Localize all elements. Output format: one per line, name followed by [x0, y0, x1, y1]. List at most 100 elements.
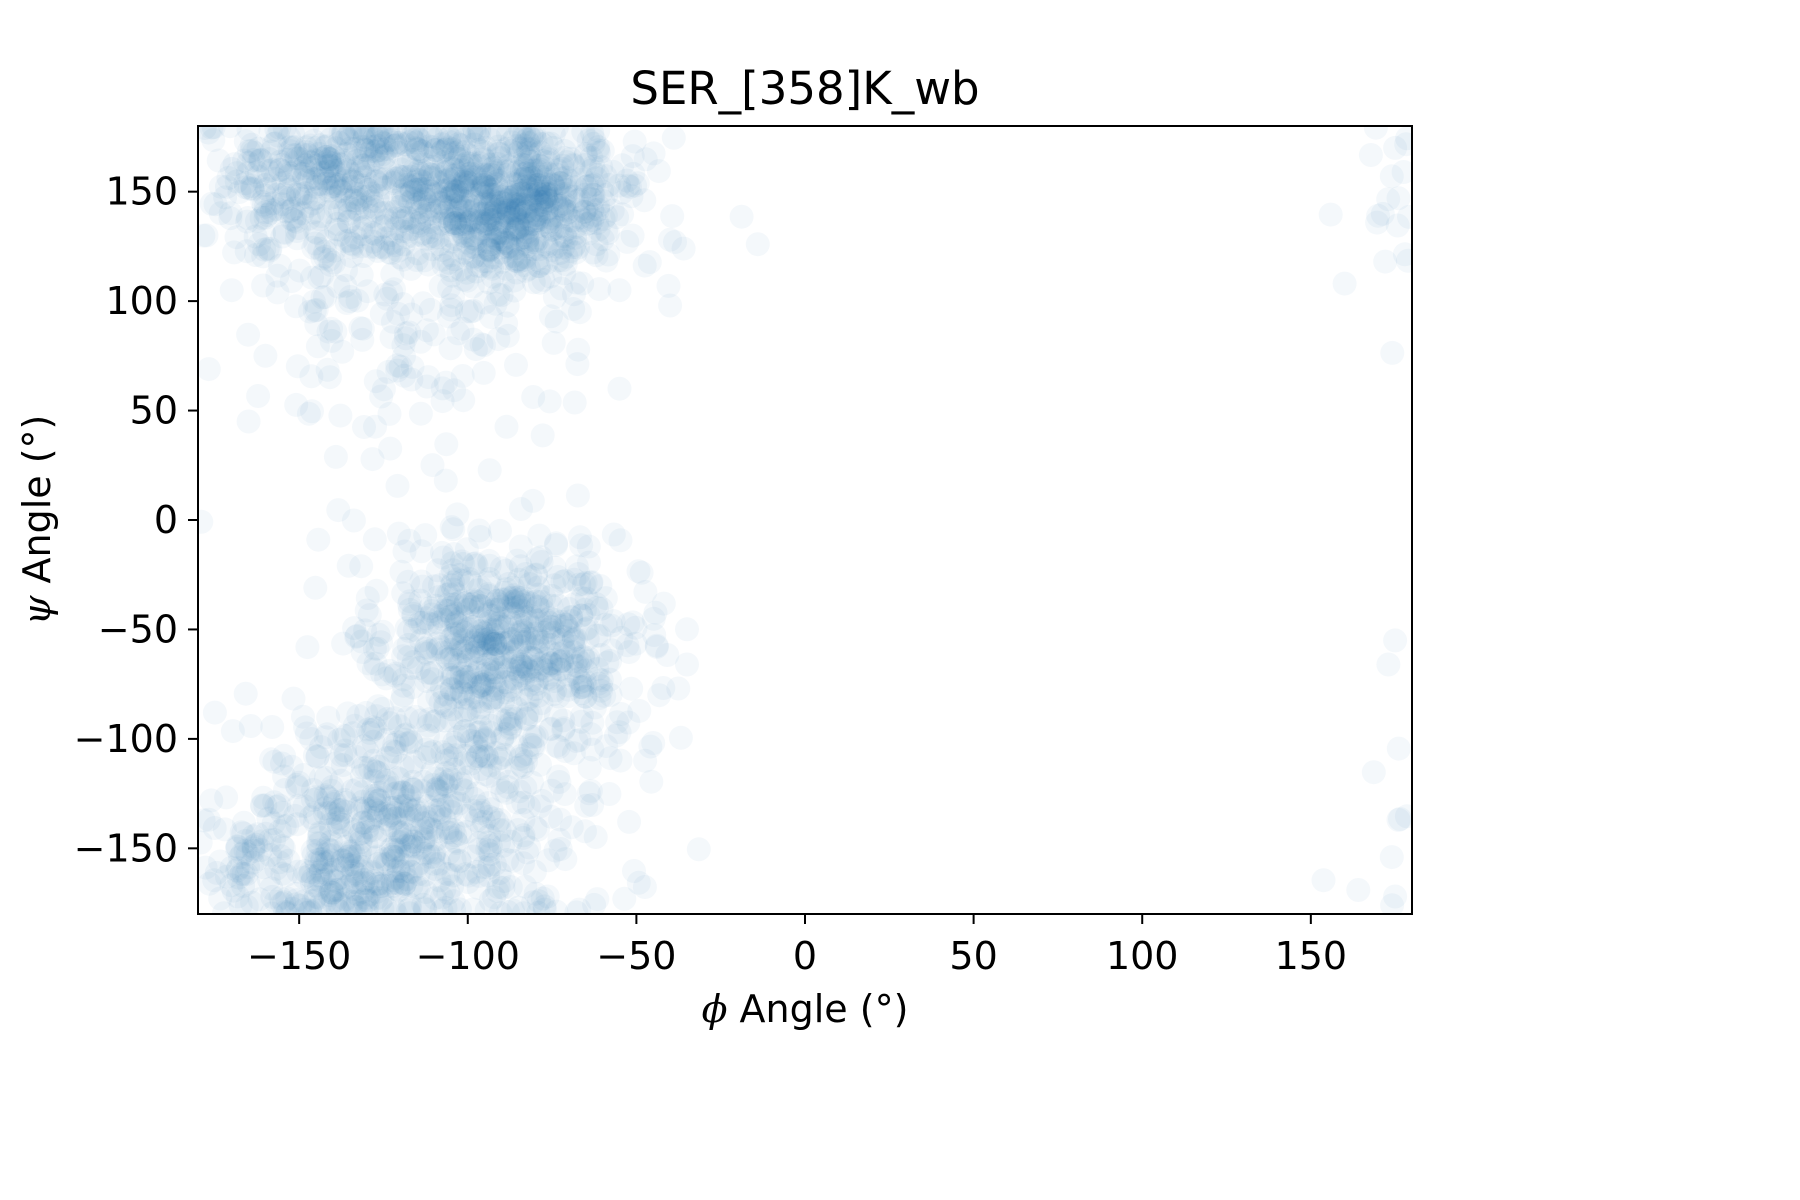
scatter-point	[487, 158, 512, 183]
scatter-point	[471, 184, 496, 209]
scatter-point	[511, 901, 536, 914]
scatter-point	[484, 189, 509, 214]
scatter-point	[529, 589, 554, 614]
scatter-point	[345, 623, 369, 648]
scatter-point	[554, 244, 579, 269]
scatter-point	[301, 191, 326, 216]
scatter-point	[380, 127, 404, 152]
scatter-point	[361, 229, 386, 254]
scatter-point	[527, 153, 551, 178]
scatter-point	[214, 174, 239, 199]
scatter-point	[526, 175, 550, 200]
scatter-point	[198, 509, 214, 534]
scatter-point	[515, 229, 539, 253]
scatter-point	[359, 181, 384, 206]
scatter-point	[610, 202, 635, 227]
scatter-point	[244, 243, 268, 267]
scatter-point	[303, 148, 327, 173]
scatter-point	[331, 126, 356, 145]
scatter-point	[456, 178, 481, 203]
scatter-point	[359, 204, 384, 229]
scatter-point	[401, 224, 426, 248]
scatter-point	[372, 156, 397, 180]
scatter-point	[442, 157, 467, 182]
scatter-point	[393, 321, 418, 346]
scatter-point	[477, 270, 502, 295]
scatter-point	[433, 201, 457, 225]
scatter-point	[462, 195, 487, 220]
scatter-point	[425, 631, 450, 656]
scatter-point	[522, 126, 547, 145]
scatter-point	[292, 897, 317, 914]
scatter-point	[473, 192, 497, 216]
scatter-point	[256, 170, 281, 195]
scatter-point	[519, 126, 544, 148]
scatter-point	[316, 178, 341, 203]
scatter-point	[558, 239, 583, 264]
scatter-point	[416, 252, 441, 277]
scatter-point	[362, 194, 386, 219]
scatter-point	[595, 221, 620, 245]
scatter-point	[590, 138, 615, 163]
scatter-point	[271, 170, 296, 195]
scatter-point	[425, 170, 450, 194]
scatter-point	[391, 581, 416, 606]
scatter-point	[510, 152, 534, 177]
scatter-point	[494, 414, 519, 439]
scatter-point	[661, 126, 686, 150]
scatter-point	[369, 215, 394, 240]
scatter-point	[352, 165, 377, 190]
scatter-point	[441, 163, 466, 188]
scatter-point	[381, 171, 406, 195]
scatter-point	[272, 220, 297, 245]
scatter-point	[554, 217, 579, 242]
scatter-point	[444, 685, 468, 710]
scatter-point	[502, 203, 527, 228]
scatter-point	[438, 336, 463, 361]
scatter-point	[580, 126, 605, 146]
scatter-point	[550, 648, 575, 673]
scatter-point	[547, 193, 572, 218]
scatter-point	[501, 595, 526, 620]
scatter-point	[497, 179, 522, 204]
scatter-point	[543, 838, 568, 863]
scatter-point	[449, 680, 474, 705]
scatter-point	[582, 892, 607, 914]
scatter-point	[364, 578, 389, 603]
scatter-point	[512, 156, 537, 181]
scatter-point	[449, 133, 474, 158]
scatter-point	[419, 660, 444, 685]
scatter-point	[534, 250, 559, 275]
scatter-point	[330, 126, 355, 147]
scatter-point	[501, 898, 525, 914]
scatter-point	[253, 200, 278, 225]
scatter-point	[251, 273, 276, 298]
scatter-point	[396, 130, 421, 155]
scatter-point	[1366, 203, 1391, 228]
scatter-point	[527, 189, 552, 214]
scatter-point	[502, 268, 526, 293]
scatter-point	[550, 153, 575, 178]
scatter-point	[581, 182, 606, 207]
scatter-point	[607, 720, 632, 745]
scatter-point	[257, 238, 282, 263]
x-tick-label: 0	[793, 934, 817, 978]
scatter-point	[392, 178, 417, 202]
scatter-point	[198, 223, 216, 248]
scatter-point	[390, 688, 414, 713]
scatter-point	[443, 210, 467, 235]
scatter-point	[352, 153, 377, 178]
scatter-point	[340, 188, 365, 213]
scatter-point	[436, 186, 461, 211]
scatter-point	[354, 900, 379, 914]
scatter-point	[348, 188, 373, 213]
scatter-point	[464, 259, 488, 284]
scatter-point	[433, 179, 458, 204]
scatter-point	[391, 683, 415, 708]
scatter-point	[521, 230, 546, 255]
scatter-point	[391, 232, 416, 257]
scatter-point	[486, 282, 511, 307]
scatter-point	[297, 165, 322, 190]
scatter-point	[454, 173, 479, 198]
scatter-point	[218, 201, 243, 226]
